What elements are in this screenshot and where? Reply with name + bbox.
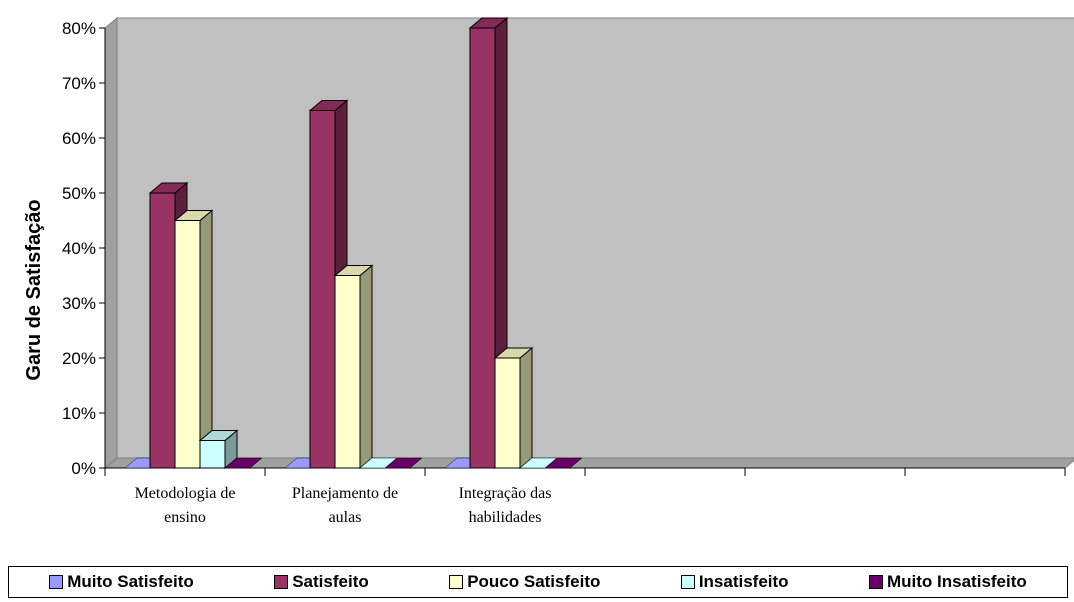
legend-label: Muito Satisfeito xyxy=(67,572,194,591)
legend-swatch xyxy=(680,575,695,589)
bar xyxy=(173,209,214,470)
bar xyxy=(493,346,534,470)
y-tick-label: 10% xyxy=(62,404,96,423)
legend-item: Muito Satisfeito xyxy=(49,572,194,592)
bar-chart: 0% 10% 20% 30% 40% 50% 60% 70% 80% Metodologia d… xyxy=(23,16,1074,526)
legend-item: Muito Insatisfeito xyxy=(869,572,1027,592)
legend-label: Insatisfeito xyxy=(698,572,789,591)
y-tick-label: 60% xyxy=(62,129,96,148)
legend-label: Pouco Satisfeito xyxy=(467,572,601,591)
y-tick-label: 50% xyxy=(62,184,96,203)
legend: Muito Satisfeito Satisfeito Pouco Satisfei… xyxy=(8,566,1068,598)
x-axis: Metodologia de ensino Planejamento de aulas… xyxy=(104,467,1066,526)
y-tick-label: 80% xyxy=(62,19,96,38)
bar xyxy=(384,457,423,469)
legend-item: Satisfeito xyxy=(274,572,369,592)
y-tick-label: 0% xyxy=(71,459,96,478)
x-tick-label: Planejamento de aulas xyxy=(292,485,398,526)
legend-swatch xyxy=(274,575,289,589)
legend-swatch xyxy=(869,575,883,589)
y-tick-label: 30% xyxy=(62,294,96,313)
legend-label: Muito Insatisfeito xyxy=(887,572,1027,591)
bar xyxy=(224,457,263,469)
y-tick-label: 70% xyxy=(62,74,96,93)
legend-label: Satisfeito xyxy=(292,572,369,591)
plot-side-wall xyxy=(104,16,118,470)
legend-swatch xyxy=(49,575,64,589)
legend-item: Pouco Satisfeito xyxy=(449,572,600,592)
plot-area xyxy=(103,16,1074,470)
legend-item: Insatisfeito xyxy=(680,572,789,592)
y-tick-label: 40% xyxy=(62,239,96,258)
x-tick-label: Metodologia de ensino xyxy=(135,485,236,526)
y-axis: 0% 10% 20% 30% 40% 50% 60% 70% 80% xyxy=(62,19,106,478)
bar xyxy=(333,264,374,470)
legend-swatch xyxy=(449,575,464,589)
bar xyxy=(544,457,583,469)
bar xyxy=(198,429,239,470)
y-tick-label: 20% xyxy=(62,349,96,368)
plot-back-wall xyxy=(116,17,1074,459)
bars xyxy=(124,16,583,470)
x-tick-label: Integração das habilidades xyxy=(459,485,552,526)
y-axis-label: Garu de Satisfação xyxy=(23,199,45,380)
